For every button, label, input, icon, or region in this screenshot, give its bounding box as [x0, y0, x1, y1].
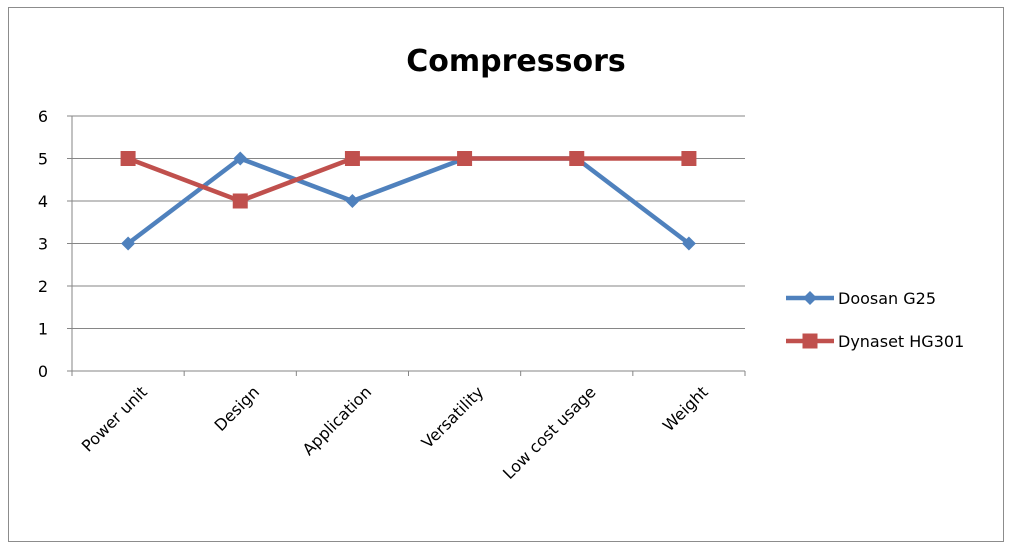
x-tick-label: Power unit	[78, 382, 151, 455]
legend-label: Dynaset HG301	[838, 332, 964, 351]
series-1	[120, 151, 697, 209]
y-tick-label: 3	[38, 235, 48, 254]
legend: Doosan G25 Dynaset HG301	[786, 289, 964, 351]
y-tick-label: 6	[38, 107, 48, 126]
y-tick-label: 5	[38, 150, 48, 169]
y-tick-label: 1	[38, 320, 48, 339]
legend-marker	[802, 333, 818, 349]
data-point-marker	[120, 151, 136, 166]
series-line	[126, 156, 691, 246]
y-tick-label: 2	[38, 277, 48, 296]
chart-title: Compressors	[406, 44, 625, 79]
data-point-marker	[344, 151, 360, 166]
data-point-marker	[233, 151, 248, 166]
data-point-marker	[681, 236, 696, 251]
x-tick-label: Design	[211, 382, 264, 435]
x-axis-tick-labels: Power unit Design Application Versatility Lo…	[78, 382, 712, 483]
x-tick-label: Versatility	[418, 382, 488, 452]
y-tick-label: 4	[38, 192, 48, 211]
axes	[67, 115, 746, 376]
legend-entry: Doosan G25	[786, 289, 936, 308]
x-tick-label: Application	[299, 382, 376, 459]
data-point-marker	[681, 151, 697, 166]
legend-label: Doosan G25	[838, 289, 936, 308]
chart-frame	[8, 7, 1004, 542]
x-tick-label: Low cost usage	[499, 382, 600, 483]
data-point-marker	[345, 194, 360, 208]
series-line	[127, 156, 689, 204]
y-tick-label: 0	[38, 362, 48, 381]
gridlines	[72, 115, 745, 329]
series	[120, 151, 697, 251]
x-tick-label: Weight	[659, 382, 712, 435]
data-point-marker	[232, 193, 248, 209]
data-point-marker	[569, 151, 585, 166]
data-point-marker	[121, 236, 136, 251]
y-axis-tick-labels: 0 1 2 3 4 5 6	[38, 107, 48, 381]
legend-marker	[803, 291, 817, 305]
legend-entry: Dynaset HG301	[786, 332, 964, 351]
data-point-marker	[457, 151, 473, 166]
